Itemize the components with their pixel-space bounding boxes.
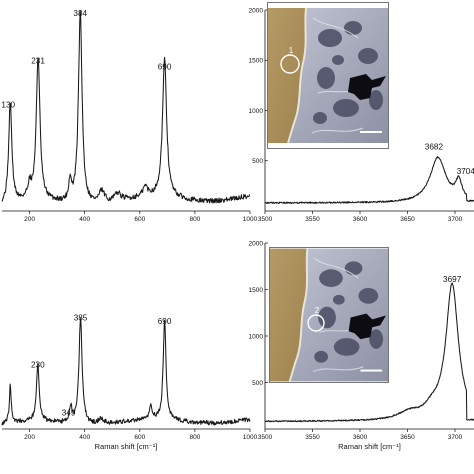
x-tick-label: 3650 bbox=[400, 216, 415, 223]
x-tick-label: 800 bbox=[189, 434, 200, 441]
y-tick-label: 1500 bbox=[249, 58, 264, 65]
x-axis-label: Raman shift [cm⁻¹] bbox=[338, 442, 401, 451]
y-tick-label: 2000 bbox=[249, 240, 264, 247]
spectrum-line bbox=[1, 317, 251, 426]
spot-marker-label: 1 bbox=[289, 46, 294, 55]
y-tick-label: 1000 bbox=[249, 333, 264, 340]
y-tick-label: 1500 bbox=[249, 287, 264, 294]
x-tick-label: 200 bbox=[24, 434, 35, 441]
peak-label: 230 bbox=[31, 361, 45, 370]
spectrum-line bbox=[264, 282, 474, 423]
x-tick-label: 3700 bbox=[448, 434, 463, 441]
x-tick-label: 600 bbox=[134, 216, 145, 223]
peak-label: 3697 bbox=[443, 275, 462, 284]
x-tick-label: 3550 bbox=[305, 434, 320, 441]
measurement-spot-marker bbox=[307, 314, 325, 332]
micrograph-inset: 2 bbox=[269, 247, 389, 383]
chart-panel-top-right: 3500 3550 3600 3650 3700 500 1000 1500 2000 3682 3… bbox=[249, 2, 474, 223]
peak-label: 384 bbox=[73, 9, 87, 18]
spectrum-line bbox=[1, 10, 251, 204]
x-tick-label: 3550 bbox=[305, 216, 320, 223]
y-tick-label: 500 bbox=[252, 158, 263, 165]
y-tick-label: 1000 bbox=[249, 108, 264, 115]
peak-label: 690 bbox=[158, 63, 172, 72]
x-tick-label: 1000 bbox=[243, 434, 258, 441]
chart-panel-bottom-left: 200 400 600 800 1000 Raman shift [cm⁻¹] 230 349… bbox=[1, 314, 258, 451]
x-tick-label: 3700 bbox=[448, 216, 463, 223]
peak-label: 349 bbox=[62, 408, 76, 417]
y-tick-label: 2000 bbox=[249, 7, 264, 14]
peak-label: 231 bbox=[31, 57, 45, 66]
x-tick-label: 200 bbox=[24, 216, 35, 223]
peak-label: 385 bbox=[74, 314, 88, 323]
y-tick-label: 500 bbox=[252, 380, 263, 387]
micrograph-image bbox=[270, 248, 388, 382]
x-tick-label: 3500 bbox=[258, 216, 273, 223]
spot-marker-label: 2 bbox=[315, 306, 320, 315]
x-tick-label: 400 bbox=[79, 434, 90, 441]
x-tick-label: 3600 bbox=[353, 434, 368, 441]
inset-frame bbox=[269, 247, 389, 383]
x-tick-label: 3650 bbox=[400, 434, 415, 441]
peak-label: 130 bbox=[1, 101, 15, 110]
x-tick-label: 3600 bbox=[353, 216, 368, 223]
peak-label: 690 bbox=[158, 317, 172, 326]
micrograph-inset: 1 bbox=[267, 2, 389, 149]
spectrum-line bbox=[264, 156, 474, 205]
chart-panel-top-left: 200 400 600 800 1000 130 231 384 690 bbox=[1, 9, 257, 223]
peak-label: 3704 bbox=[457, 167, 474, 176]
x-tick-label: 1000 bbox=[243, 216, 258, 223]
chart-panel-bottom-right: 3500 3550 3600 3650 3700 500 1000 1500 2000 Raman… bbox=[249, 240, 474, 451]
x-tick-label: 800 bbox=[189, 216, 200, 223]
inset-frame bbox=[267, 2, 389, 149]
micrograph-image bbox=[268, 6, 388, 145]
x-axis-label: Raman shift [cm⁻¹] bbox=[95, 442, 158, 451]
x-tick-label: 3500 bbox=[258, 434, 273, 441]
measurement-spot-marker bbox=[280, 54, 300, 74]
x-tick-label: 600 bbox=[134, 434, 145, 441]
peak-label: 3682 bbox=[425, 143, 444, 152]
x-tick-label: 400 bbox=[79, 216, 90, 223]
